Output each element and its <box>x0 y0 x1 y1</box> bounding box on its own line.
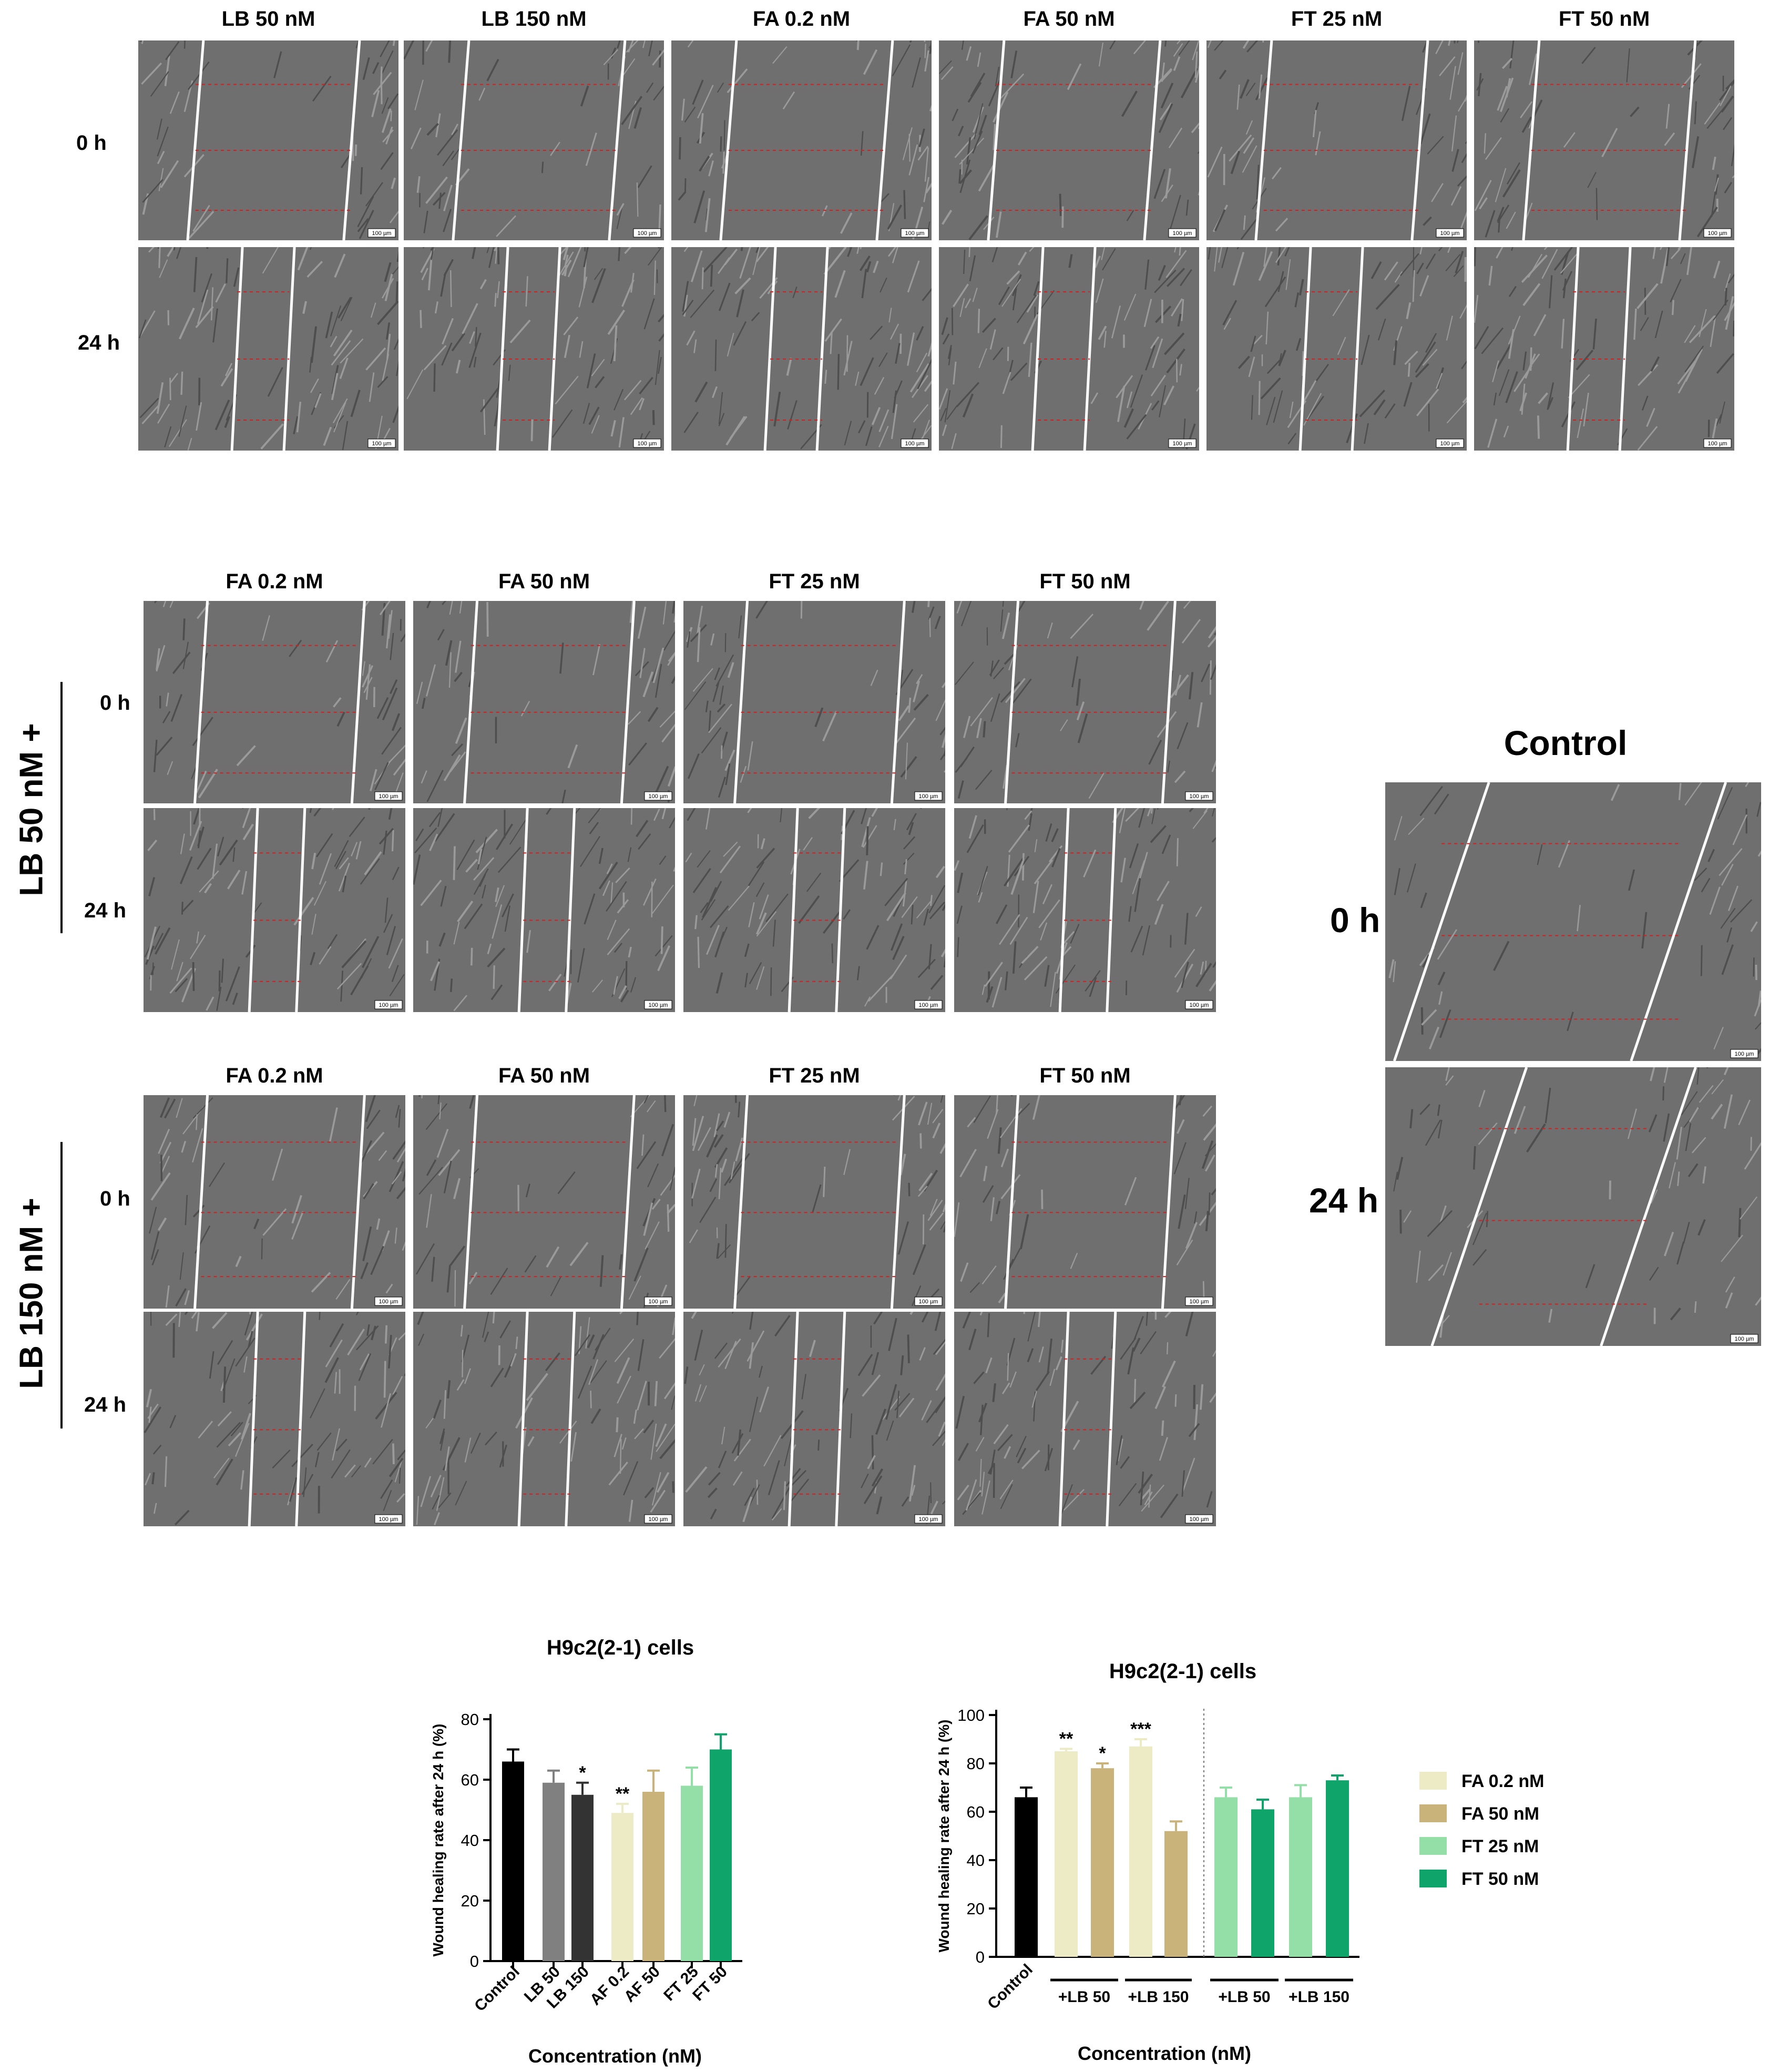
chart2-sig-3: *** <box>1130 1719 1151 1739</box>
chart2-ytick-label-0: 0 <box>976 1948 985 1966</box>
chart2-group-label-1: +LB 150 <box>1128 1988 1189 2006</box>
chart2-bar-0 <box>1015 1797 1038 1957</box>
chart2-bar-3 <box>1129 1747 1152 1957</box>
chart2-bar-6 <box>1251 1809 1274 1957</box>
chart2-sig-2: * <box>1099 1743 1106 1763</box>
chart2-ytick-label-4: 80 <box>967 1754 985 1773</box>
chart2-bar-8 <box>1326 1780 1349 1957</box>
legend-swatch-1 <box>1419 1804 1447 1822</box>
chart2-group-label-0: +LB 50 <box>1058 1988 1110 2006</box>
chart2-bar-4 <box>1164 1831 1188 1957</box>
chart2-ylabel: Wound healing rate after 24 h (%) <box>936 1720 952 1953</box>
chart2-group-label-3: +LB 150 <box>1289 1988 1349 2006</box>
legend-label-0: FA 0.2 nM <box>1461 1771 1544 1791</box>
legend-swatch-2 <box>1419 1837 1447 1855</box>
chart2-xtick-label-0: Control <box>984 1961 1036 2013</box>
legend-label-3: FT 50 nM <box>1461 1869 1539 1889</box>
chart2-ytick-label-3: 60 <box>967 1803 985 1821</box>
chart2-ytick-label-1: 20 <box>967 1900 985 1918</box>
chart2-bar-7 <box>1289 1797 1312 1957</box>
legend-swatch-0 <box>1419 1772 1447 1790</box>
chart2-bar-5 <box>1214 1797 1238 1957</box>
legend-swatch-3 <box>1419 1870 1447 1887</box>
legend-label-2: FT 25 nM <box>1461 1836 1539 1856</box>
chart2-xlabel: Concentration (nM) <box>1078 2043 1251 2065</box>
chart2-bar-2 <box>1091 1768 1114 1957</box>
chart2-sig-1: ** <box>1059 1729 1073 1749</box>
chart2-bar-1 <box>1055 1751 1078 1957</box>
chart2-ytick-label-2: 40 <box>967 1851 985 1870</box>
legend-label-1: FA 50 nM <box>1461 1804 1539 1824</box>
chart2-ytick-label-5: 100 <box>957 1706 985 1724</box>
chart2-group-label-2: +LB 50 <box>1218 1988 1270 2006</box>
